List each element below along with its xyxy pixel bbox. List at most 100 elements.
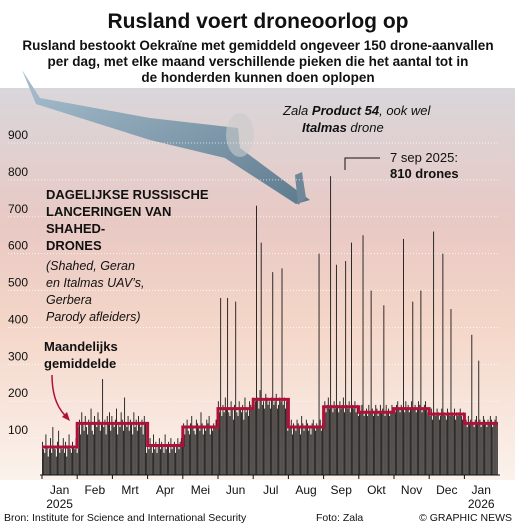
year-label: 2026 bbox=[468, 497, 495, 511]
subtitle-line: Rusland bestookt Oekraïne met gemiddeld … bbox=[22, 38, 493, 53]
daily-bar bbox=[195, 419, 197, 475]
daily-bar bbox=[101, 423, 102, 475]
daily-bar bbox=[443, 412, 445, 475]
daily-bar bbox=[48, 449, 50, 475]
daily-bar bbox=[175, 452, 176, 475]
daily-bar bbox=[118, 423, 120, 475]
daily-bar bbox=[444, 415, 446, 475]
daily-bar bbox=[148, 449, 150, 475]
daily-bar bbox=[250, 404, 252, 475]
daily-bar bbox=[260, 242, 262, 475]
title: Rusland voert droneoorlog op bbox=[107, 10, 408, 33]
daily-bar bbox=[462, 419, 463, 475]
daily-bar bbox=[296, 419, 298, 475]
daily-bar bbox=[275, 393, 277, 475]
daily-bar bbox=[231, 408, 233, 475]
daily-bar bbox=[288, 423, 290, 475]
daily-bar bbox=[104, 419, 106, 475]
daily-bar bbox=[379, 404, 381, 475]
daily-bar bbox=[242, 404, 244, 475]
series-label-note: Parody afleiders) bbox=[46, 310, 141, 324]
daily-bar bbox=[222, 404, 224, 475]
daily-bar bbox=[131, 423, 132, 475]
annotation-pointer bbox=[344, 157, 380, 170]
daily-bar bbox=[469, 423, 470, 475]
x-tick-label: Jan bbox=[472, 483, 491, 497]
credit: © GRAPHIC NEWS bbox=[419, 512, 512, 524]
daily-bar bbox=[61, 449, 63, 475]
daily-bar bbox=[69, 449, 71, 475]
daily-bar bbox=[338, 412, 340, 475]
daily-bar bbox=[246, 408, 248, 475]
y-tick-label: 300 bbox=[8, 349, 28, 363]
daily-bar bbox=[266, 397, 268, 475]
legend-pointer-head bbox=[62, 412, 70, 421]
daily-bar bbox=[429, 415, 431, 475]
daily-bar bbox=[120, 412, 122, 475]
daily-bar bbox=[375, 404, 377, 475]
daily-bar bbox=[370, 290, 372, 475]
daily-bar bbox=[267, 404, 269, 475]
daily-bar bbox=[294, 427, 296, 475]
daily-bar bbox=[308, 430, 310, 475]
daily-bar bbox=[105, 434, 107, 475]
daily-bar bbox=[245, 412, 247, 475]
daily-bar bbox=[157, 445, 159, 475]
daily-bar bbox=[271, 397, 273, 475]
photo-credit: Foto: Zala bbox=[316, 512, 363, 524]
daily-bar bbox=[138, 415, 139, 475]
daily-bar bbox=[224, 397, 226, 475]
daily-bar bbox=[307, 423, 308, 475]
daily-bar bbox=[357, 415, 359, 475]
daily-bar bbox=[83, 430, 85, 475]
daily-bar bbox=[470, 419, 472, 475]
daily-bar bbox=[272, 272, 274, 475]
daily-bar bbox=[403, 238, 404, 475]
daily-bar bbox=[474, 419, 476, 475]
daily-bar bbox=[192, 427, 194, 475]
daily-bar bbox=[91, 430, 93, 475]
daily-bar bbox=[360, 412, 362, 475]
daily-bar bbox=[381, 412, 382, 475]
x-tick-label: Jan bbox=[50, 483, 69, 497]
plot: 100 200 300 400 500 600 700 800 900 Jan Feb Mrt Apr M… bbox=[8, 128, 500, 511]
daily-bar bbox=[435, 415, 437, 475]
daily-bar bbox=[414, 404, 416, 475]
series-label-note: en Italmas UAV’s, bbox=[46, 276, 144, 290]
daily-bar bbox=[186, 419, 188, 475]
daily-bar bbox=[244, 397, 246, 475]
x-tick-label: Okt bbox=[367, 483, 386, 497]
daily-bar bbox=[323, 408, 325, 475]
series-label-title: DAGELIJKSE RUSSISCHE bbox=[46, 187, 209, 202]
y-tick-label: 800 bbox=[8, 165, 28, 179]
daily-bar bbox=[230, 401, 232, 475]
daily-bar bbox=[149, 438, 151, 475]
daily-bar bbox=[166, 445, 168, 475]
daily-bar bbox=[190, 423, 192, 475]
photo-caption: Zala Product 54, ook wel bbox=[282, 103, 432, 118]
daily-bar bbox=[206, 419, 208, 475]
daily-bar bbox=[484, 419, 485, 475]
daily-bar bbox=[102, 379, 104, 475]
daily-bar bbox=[68, 434, 70, 475]
daily-bar bbox=[180, 438, 182, 475]
caption-part: Zala bbox=[282, 103, 312, 118]
daily-bar bbox=[367, 415, 369, 475]
daily-bar bbox=[228, 412, 230, 475]
daily-bar bbox=[488, 423, 490, 475]
daily-bar bbox=[477, 423, 479, 475]
daily-bar bbox=[278, 404, 279, 475]
daily-bar bbox=[466, 427, 468, 475]
daily-bar bbox=[126, 427, 128, 475]
daily-bar bbox=[57, 441, 58, 475]
daily-bar bbox=[59, 452, 61, 475]
daily-bar bbox=[133, 412, 135, 475]
daily-bar bbox=[125, 423, 127, 475]
x-tick-label: Jul bbox=[263, 483, 278, 497]
series-label-title: DRONES bbox=[46, 238, 102, 253]
daily-bar bbox=[107, 423, 109, 475]
daily-bar bbox=[412, 301, 414, 475]
daily-bar bbox=[139, 423, 141, 475]
daily-bar bbox=[301, 415, 303, 475]
